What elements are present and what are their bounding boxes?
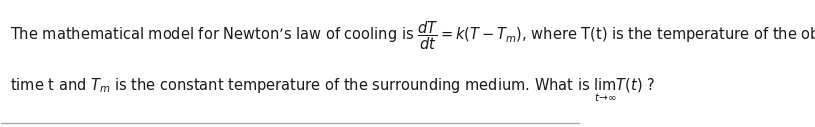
Text: time t and $T_m$ is the constant temperature of the surrounding medium. What is : time t and $T_m$ is the constant tempera…	[10, 77, 655, 104]
Text: The mathematical model for Newton’s law of cooling is $\dfrac{dT}{dt} = k(T - T_: The mathematical model for Newton’s law …	[10, 20, 815, 52]
